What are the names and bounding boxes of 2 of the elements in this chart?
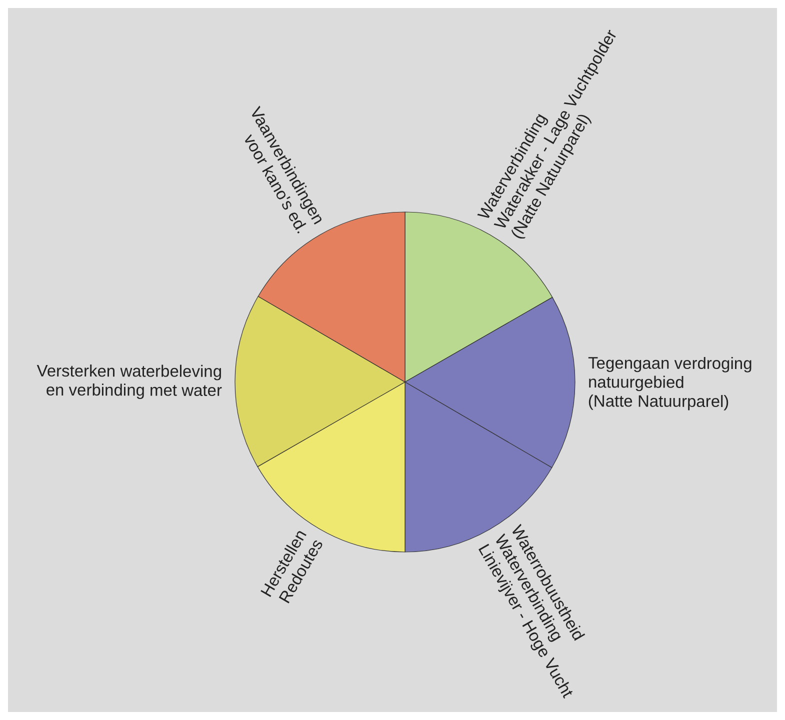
slice-label: Versterken waterbeleving en verbinding met water [36, 362, 222, 400]
slice-label: Tegengaan verdroging natuurgebied (Natte Natuurparel) [588, 354, 752, 411]
